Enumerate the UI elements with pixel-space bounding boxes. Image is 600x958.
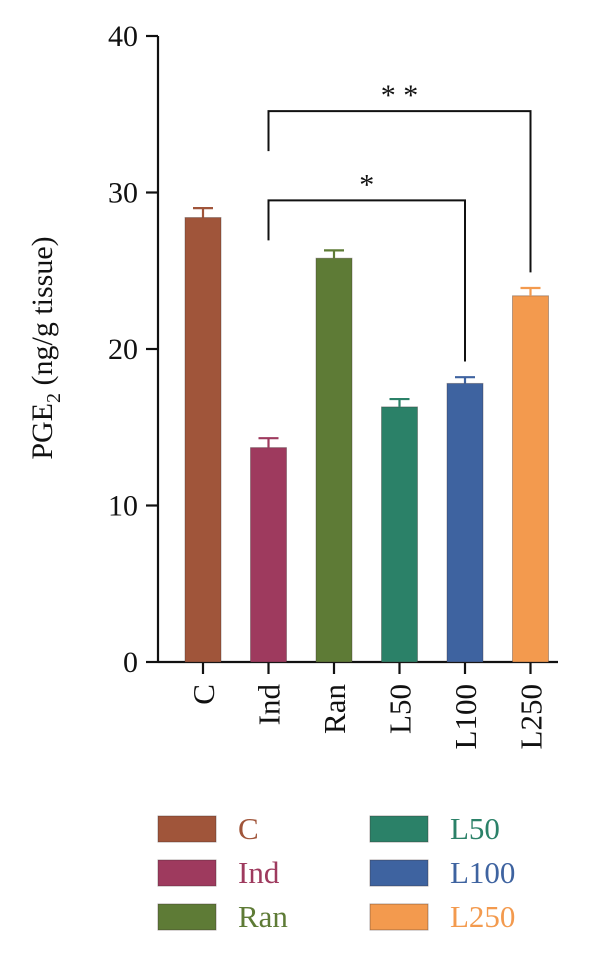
bar-L100 [446, 382, 484, 663]
y-axis-title: PGE2 (ng/g tissue) [26, 236, 65, 459]
y-tick-label: 40 [108, 20, 138, 53]
y-axis-title-suffix: (ng/g tissue) [26, 236, 59, 393]
y-tick-label: 20 [108, 333, 138, 366]
x-tick-label-L50: L50 [383, 684, 418, 734]
significance-brackets: * * * [267, 79, 532, 362]
legend-swatch-L100 [369, 859, 429, 887]
x-axis-labels: C Ind Ran L50 L100 L250 [186, 684, 549, 750]
legend-label-L100: L100 [450, 855, 515, 890]
x-tick-label-Ran: Ran [317, 684, 352, 734]
legend-label-L250: L250 [450, 899, 515, 934]
legend: C Ind Ran L50 L100 L250 [157, 811, 515, 934]
bar-C [184, 217, 222, 663]
bar-L50 [381, 406, 418, 663]
legend-swatch-L250 [369, 903, 429, 931]
y-tick-label: 30 [108, 177, 138, 210]
y-tick-label: 10 [108, 490, 138, 523]
x-tick-label-L250: L250 [514, 684, 549, 749]
legend-swatch-L50 [369, 815, 429, 843]
legend-swatch-Ran [157, 903, 217, 931]
axes: 0 10 20 30 40 [108, 20, 558, 679]
legend-swatch-Ind [157, 859, 217, 887]
y-tick-label: 0 [123, 646, 138, 679]
legend-label-L50: L50 [450, 811, 500, 846]
legend-label-Ind: Ind [238, 855, 280, 890]
y-axis-title-prefix: PGE [26, 403, 59, 460]
significance-label: * [359, 168, 374, 201]
x-tick-label-L100: L100 [448, 684, 483, 749]
significance-bracket [267, 110, 532, 273]
x-tick-label-Ind: Ind [252, 684, 287, 726]
bar-Ran [315, 257, 353, 663]
x-tick-label-C: C [186, 684, 221, 705]
legend-label-Ran: Ran [238, 899, 288, 934]
bars [184, 207, 549, 663]
bar-L250 [512, 295, 549, 663]
legend-label-C: C [238, 811, 259, 846]
legend-swatch-C [157, 815, 217, 843]
y-axis-title-subscript: 2 [43, 393, 65, 403]
bar-Ind [250, 447, 287, 663]
significance-bracket [267, 199, 466, 362]
significance-label: * * [381, 79, 419, 112]
